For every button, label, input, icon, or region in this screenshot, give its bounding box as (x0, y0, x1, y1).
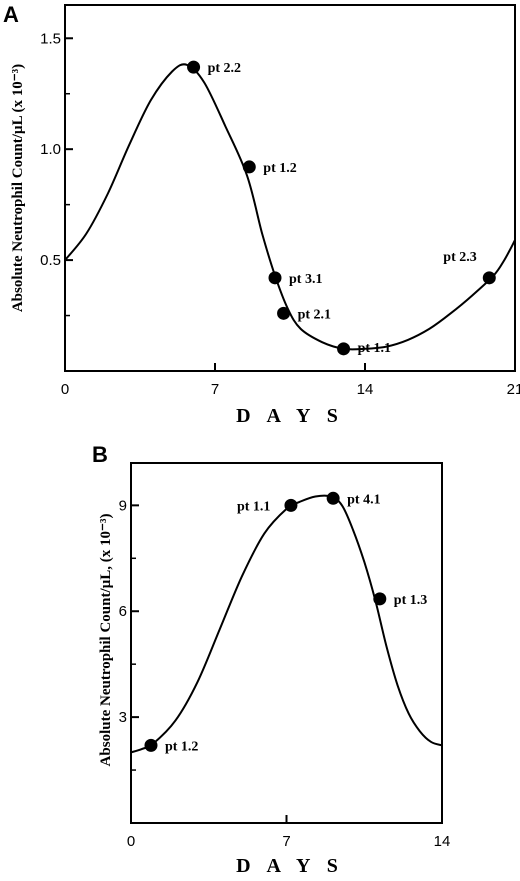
panel-b-data-point (284, 498, 298, 512)
panel-b-letter: B (92, 442, 108, 467)
panel-b-point-label: pt 1.1 (237, 499, 270, 514)
panel-b-data-point (373, 592, 387, 606)
panel-a-x-axis-title: D A Y S (236, 405, 344, 427)
panel-a-y-axis-title: Absolute Neutrophil Count/µL (x 10⁻³) (10, 64, 26, 312)
panel-a-data-point (268, 271, 282, 285)
panel-b-x-tick-label: 0 (127, 833, 135, 850)
panel-a-curve (64, 63, 516, 351)
panel-a-point-label: pt 1.1 (358, 341, 391, 356)
panel-b-x-axis-title: D A Y S (236, 855, 344, 877)
panel-b: B 0 7 14 3 6 9 pt 1.2 pt 1.1 pt 4.1 pt 1.3 D A Y… (92, 442, 450, 877)
panel-b-point-label: pt 4.1 (347, 492, 380, 507)
panel-a-point-label: pt 1.2 (263, 161, 296, 176)
panel-b-y-axis-title: Absolute Neutrophil Count/µL, (x 10⁻³) (98, 514, 114, 767)
panel-a-data-point (337, 342, 351, 356)
panel-b-point-label: pt 1.2 (165, 739, 198, 754)
panel-b-point-label: pt 1.3 (394, 593, 427, 608)
panel-a-data-point (242, 160, 256, 174)
panel-b-y-tick-label: 9 (119, 497, 127, 514)
panel-a-y-tick-label: 0.5 (40, 252, 61, 269)
panel-b-x-tick-label: 14 (434, 833, 451, 850)
panel-a-point-label: pt 2.1 (298, 307, 331, 322)
panel-b-data-point (326, 491, 340, 505)
panel-b-y-tick-label: 6 (119, 603, 127, 620)
panel-b-curve (130, 494, 443, 754)
panel-b-frame (130, 462, 443, 824)
panel-a-x-tick-label: 0 (61, 381, 69, 398)
panel-a-letter: A (3, 2, 19, 27)
panel-b-y-tick-label: 3 (119, 709, 127, 726)
panel-a-data-point (187, 60, 201, 74)
panel-a-x-tick-label: 21 (507, 381, 520, 398)
panel-b-x-tick-label: 7 (282, 833, 290, 850)
panel-a-data-point (482, 271, 496, 285)
panel-a-point-label: pt 2.3 (443, 250, 476, 265)
panel-a-frame (64, 4, 516, 372)
panel-a-data-point (277, 306, 291, 320)
panel-a-y-tick-label: 1.5 (40, 30, 61, 47)
panel-a-y-tick-label: 1.0 (40, 141, 61, 158)
panel-a-x-tick-label: 7 (211, 381, 219, 398)
panel-a-point-label: pt 2.2 (208, 61, 241, 76)
panel-a-point-label: pt 3.1 (289, 272, 322, 287)
panel-a-x-tick-label: 14 (357, 381, 374, 398)
panel-a: A 0 7 14 21 0.5 1.0 1.5 pt 2.2 pt 1.2 pt 3.1 pt 2… (3, 2, 520, 427)
panel-b-data-point (144, 738, 158, 752)
